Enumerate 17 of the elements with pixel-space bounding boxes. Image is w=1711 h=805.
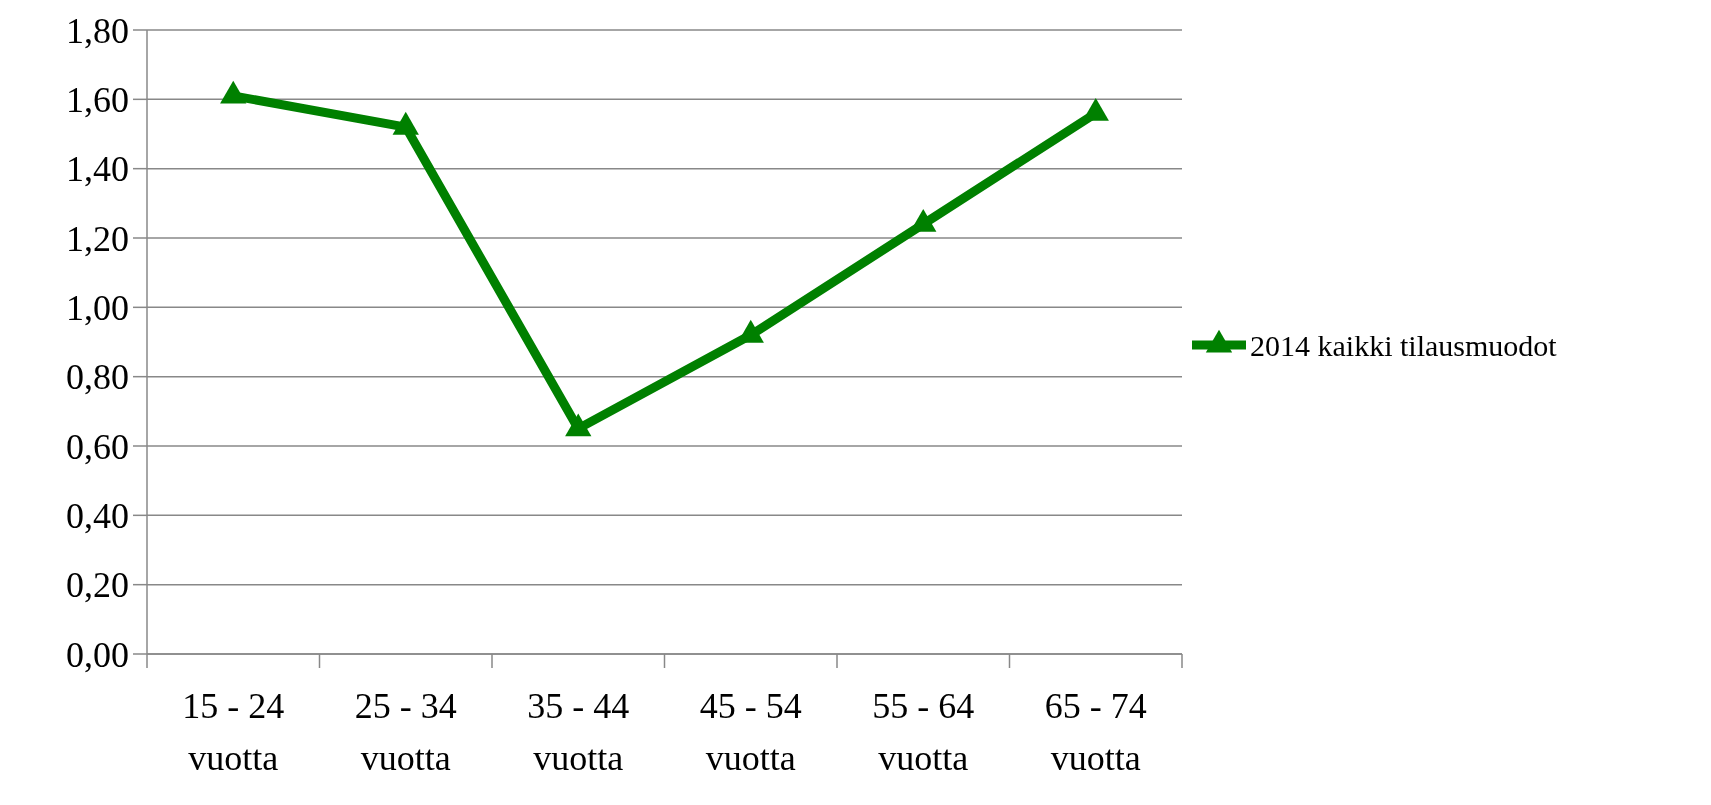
x-tick-label: 65 - 74 vuotta xyxy=(1044,686,1147,778)
x-tick-label: 45 - 54 vuotta xyxy=(699,686,802,778)
legend-label: 2014 kaikki tilausmuodot xyxy=(1250,328,1558,362)
y-tick-label: 1,60 xyxy=(66,79,129,120)
y-tick-label: 0,40 xyxy=(66,495,129,536)
x-tick-label: 25 - 34 vuotta xyxy=(354,686,457,778)
y-tick-label: 0,00 xyxy=(66,634,129,675)
y-tick-label: 1,00 xyxy=(66,287,129,328)
x-tick-label: 55 - 64 vuotta xyxy=(872,686,975,778)
y-tick-label: 0,80 xyxy=(66,357,129,398)
y-tick-label: 1,40 xyxy=(66,149,129,190)
y-tick-label: 1,80 xyxy=(66,10,129,51)
x-tick-label: 15 - 24 vuotta xyxy=(182,686,285,778)
y-tick-label: 1,20 xyxy=(66,218,129,259)
y-tick-label: 0,60 xyxy=(66,426,129,467)
x-tick-label: 35 - 44 vuotta xyxy=(527,686,630,778)
y-tick-label: 0,20 xyxy=(66,565,129,606)
